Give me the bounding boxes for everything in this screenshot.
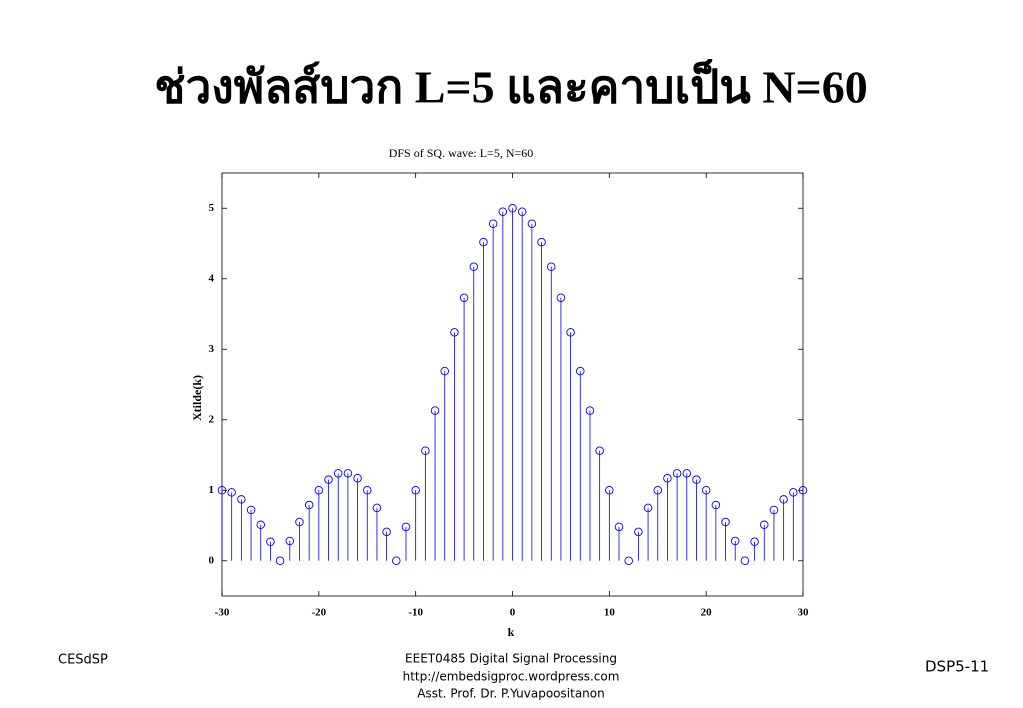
stem-marker (605, 486, 614, 495)
stem-marker (333, 469, 343, 478)
stem-marker (314, 486, 324, 495)
stem-marker (566, 328, 575, 337)
stem-marker (789, 488, 798, 497)
stem-marker (382, 527, 391, 537)
footer-line: Asst. Prof. Dr. P.Yuvapoositanon (417, 687, 604, 701)
stem-marker (227, 488, 236, 497)
stem-marker (459, 293, 469, 303)
stem-marker (479, 237, 488, 247)
stem-marker (517, 207, 527, 217)
stem-marker (663, 474, 672, 483)
stem-marker (721, 517, 730, 527)
chart-title: DFS of SQ. wave: L=5, N=60 (389, 146, 534, 160)
stem-marker (595, 446, 604, 456)
stem-marker (760, 520, 769, 530)
stem-marker (411, 486, 420, 495)
stem-marker (401, 522, 411, 532)
stem-marker (740, 556, 750, 566)
stem-marker (585, 406, 595, 415)
footer-left: CESdSP (58, 653, 108, 668)
stem-marker (701, 486, 711, 495)
stem-marker (343, 469, 353, 478)
stem-marker (469, 262, 479, 272)
stem-marker (440, 366, 449, 376)
stem-marker (217, 486, 227, 495)
stem-marker (508, 203, 517, 213)
stem-marker (730, 536, 740, 546)
stem-marker (256, 520, 265, 530)
slide-title: ช่วงพัลส์บวก L=5 และคาบเป็น N=60 (154, 59, 868, 113)
x-tick-label: -30 (215, 607, 230, 619)
stem-marker (353, 474, 362, 483)
footer-line: EEET0485 Digital Signal Processing (405, 652, 617, 666)
stem-marker (798, 486, 808, 495)
stem-marker (237, 495, 246, 504)
stem-marker (275, 556, 285, 566)
stem-marker (392, 556, 401, 566)
stem-marker (672, 469, 682, 478)
stem-marker (711, 500, 721, 510)
stem-marker (488, 219, 498, 229)
stem-marker (537, 237, 546, 247)
stem-marker (634, 527, 643, 537)
stem-marker (614, 522, 624, 532)
stem-marker (295, 517, 304, 527)
stem-marker (285, 536, 295, 546)
stem-marker (430, 406, 440, 415)
stem-marker (576, 366, 585, 376)
stem-marker (324, 475, 333, 484)
stem-marker (527, 219, 537, 229)
y-axis-label: Xtilde(k) (190, 375, 204, 421)
x-tick-label: 10 (604, 607, 616, 619)
x-tick-label: -20 (311, 607, 326, 619)
stem-marker (556, 293, 566, 303)
stem-marker (246, 505, 256, 515)
y-tick-label: 2 (209, 413, 215, 425)
stem-marker (304, 500, 314, 510)
y-tick-label: 4 (209, 272, 215, 284)
x-tick-label: 20 (701, 607, 713, 619)
stem-marker (682, 469, 692, 478)
y-tick-label: 1 (209, 484, 215, 496)
stem-marker (372, 503, 382, 513)
footer-right: DSP5-11 (925, 658, 989, 676)
stem-marker (498, 207, 508, 217)
stem-marker (692, 475, 701, 484)
stem-marker (779, 495, 788, 504)
x-axis-label: k (508, 625, 515, 639)
y-tick-label: 5 (209, 202, 215, 214)
footer-line: http://embedsigproc.wordpress.com (403, 670, 620, 684)
x-tick-label: 30 (798, 607, 810, 619)
x-tick-label: -10 (408, 607, 423, 619)
stem-marker (450, 328, 459, 337)
stem-marker (421, 446, 430, 456)
stem-marker (769, 505, 779, 515)
stem-marker (643, 503, 653, 513)
y-tick-label: 3 (209, 343, 215, 355)
stem-marker (750, 537, 759, 546)
x-tick-label: 0 (510, 607, 516, 619)
stem-marker (653, 486, 663, 495)
stem-marker (363, 486, 372, 495)
stem-marker (624, 556, 633, 566)
stem-marker (266, 537, 275, 546)
y-tick-label: 0 (209, 554, 215, 566)
stem-marker (546, 262, 556, 272)
